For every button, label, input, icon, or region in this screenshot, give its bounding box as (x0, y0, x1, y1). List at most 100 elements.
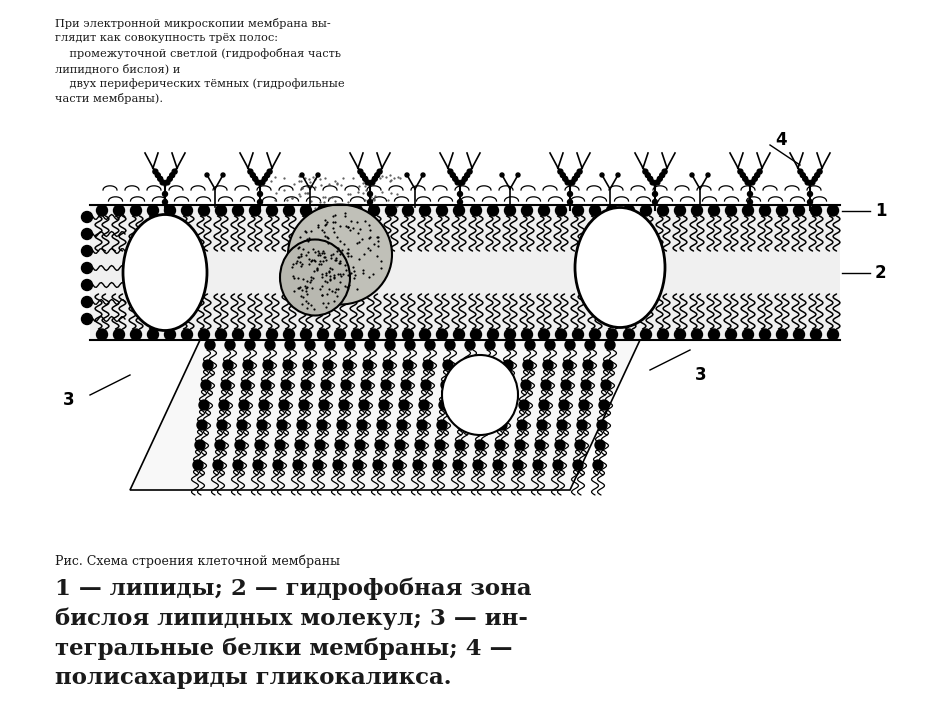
Circle shape (488, 205, 498, 216)
Circle shape (273, 460, 283, 470)
Point (299, 302, 314, 314)
Point (319, 268, 334, 279)
Point (324, 285, 339, 296)
Point (308, 246, 323, 257)
Circle shape (573, 460, 583, 470)
Circle shape (297, 420, 307, 430)
Circle shape (505, 340, 515, 350)
Circle shape (606, 329, 618, 340)
Point (337, 207, 352, 218)
Circle shape (481, 380, 491, 390)
Circle shape (358, 169, 363, 174)
Circle shape (267, 169, 272, 174)
Circle shape (82, 212, 92, 223)
Circle shape (541, 380, 551, 390)
Point (350, 237, 365, 248)
Point (340, 221, 355, 233)
Circle shape (655, 180, 660, 185)
Point (314, 259, 329, 270)
Circle shape (560, 173, 565, 178)
Circle shape (323, 360, 333, 370)
Point (294, 298, 309, 309)
Circle shape (803, 176, 807, 181)
Circle shape (333, 460, 343, 470)
Point (340, 247, 355, 258)
Circle shape (503, 360, 513, 370)
Text: 3: 3 (63, 391, 75, 409)
Point (301, 246, 316, 257)
Circle shape (460, 180, 465, 185)
Circle shape (405, 340, 415, 350)
Ellipse shape (280, 240, 350, 316)
Point (299, 295, 314, 307)
Point (312, 258, 327, 269)
Circle shape (233, 460, 243, 470)
Point (316, 251, 331, 262)
Circle shape (253, 176, 258, 181)
Point (340, 270, 355, 281)
Circle shape (368, 192, 372, 197)
Circle shape (399, 400, 409, 410)
Circle shape (488, 329, 498, 340)
Circle shape (516, 173, 520, 177)
Circle shape (385, 329, 397, 340)
Point (352, 223, 368, 235)
Point (315, 281, 330, 292)
Point (287, 286, 302, 297)
Circle shape (199, 400, 209, 410)
Circle shape (433, 460, 443, 470)
Point (299, 233, 314, 244)
Point (371, 231, 386, 243)
Circle shape (565, 340, 575, 350)
Point (360, 243, 375, 254)
Circle shape (421, 173, 425, 177)
Point (312, 255, 327, 266)
Circle shape (277, 420, 287, 430)
Circle shape (760, 205, 771, 216)
Circle shape (221, 380, 231, 390)
Circle shape (360, 173, 366, 178)
Circle shape (325, 340, 335, 350)
Circle shape (593, 460, 603, 470)
Point (369, 251, 384, 262)
Text: тегральные белки мембраны; 4 —: тегральные белки мембраны; 4 — (55, 637, 512, 659)
Circle shape (568, 192, 572, 197)
Point (290, 282, 306, 293)
Circle shape (232, 205, 243, 216)
Point (315, 247, 330, 259)
Circle shape (82, 262, 92, 274)
Circle shape (662, 169, 667, 174)
Point (362, 225, 377, 236)
Circle shape (522, 329, 532, 340)
Point (290, 252, 306, 263)
Circle shape (522, 205, 532, 216)
Circle shape (589, 205, 601, 216)
Point (310, 246, 325, 257)
Circle shape (215, 440, 225, 450)
Circle shape (760, 329, 771, 340)
Circle shape (450, 173, 455, 178)
Ellipse shape (575, 207, 665, 328)
Point (340, 221, 355, 233)
Point (294, 248, 309, 259)
Circle shape (341, 380, 351, 390)
Circle shape (401, 380, 411, 390)
Circle shape (164, 205, 176, 216)
Circle shape (353, 460, 363, 470)
Circle shape (375, 440, 385, 450)
Circle shape (285, 340, 295, 350)
Circle shape (485, 340, 495, 350)
Circle shape (284, 329, 294, 340)
Circle shape (315, 440, 325, 450)
Circle shape (501, 380, 511, 390)
Circle shape (453, 176, 458, 181)
Circle shape (465, 340, 475, 350)
Point (345, 262, 360, 273)
Circle shape (381, 380, 391, 390)
Circle shape (640, 329, 651, 340)
Point (316, 298, 331, 309)
Circle shape (158, 176, 163, 181)
Text: При электронной микроскопии мембрана вы-: При электронной микроскопии мембрана вы- (55, 18, 331, 29)
Circle shape (458, 200, 462, 204)
Circle shape (743, 205, 754, 216)
